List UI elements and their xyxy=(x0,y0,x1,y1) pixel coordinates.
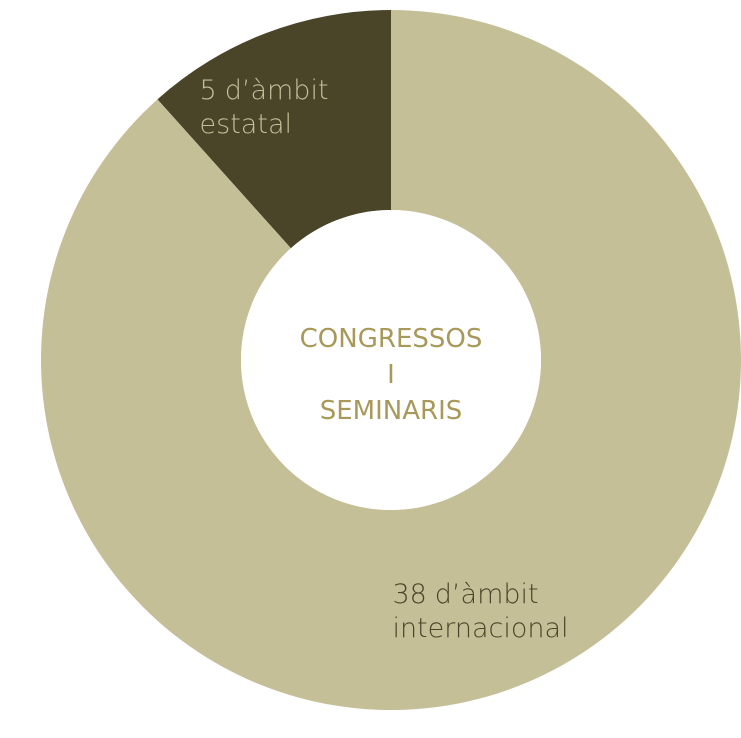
slice-category: d’àmbit internacional xyxy=(392,579,569,645)
donut-slice xyxy=(40,10,741,710)
donut-hole xyxy=(241,210,541,510)
center-line: CONGRESSOS xyxy=(299,324,483,354)
donut-slice xyxy=(157,9,391,249)
center-line: I xyxy=(387,360,395,390)
center-line: SEMINARIS xyxy=(319,396,463,426)
slice-label: 5 d’àmbit estatal xyxy=(200,74,390,142)
slice-value: 38 xyxy=(392,579,427,611)
center-text: CONGRESSOS I SEMINARIS xyxy=(300,321,483,429)
slice-value: 5 xyxy=(199,74,217,106)
slice-label: 38 d’àmbit internacional xyxy=(392,578,582,646)
slice-category: d’àmbit estatal xyxy=(199,74,329,140)
